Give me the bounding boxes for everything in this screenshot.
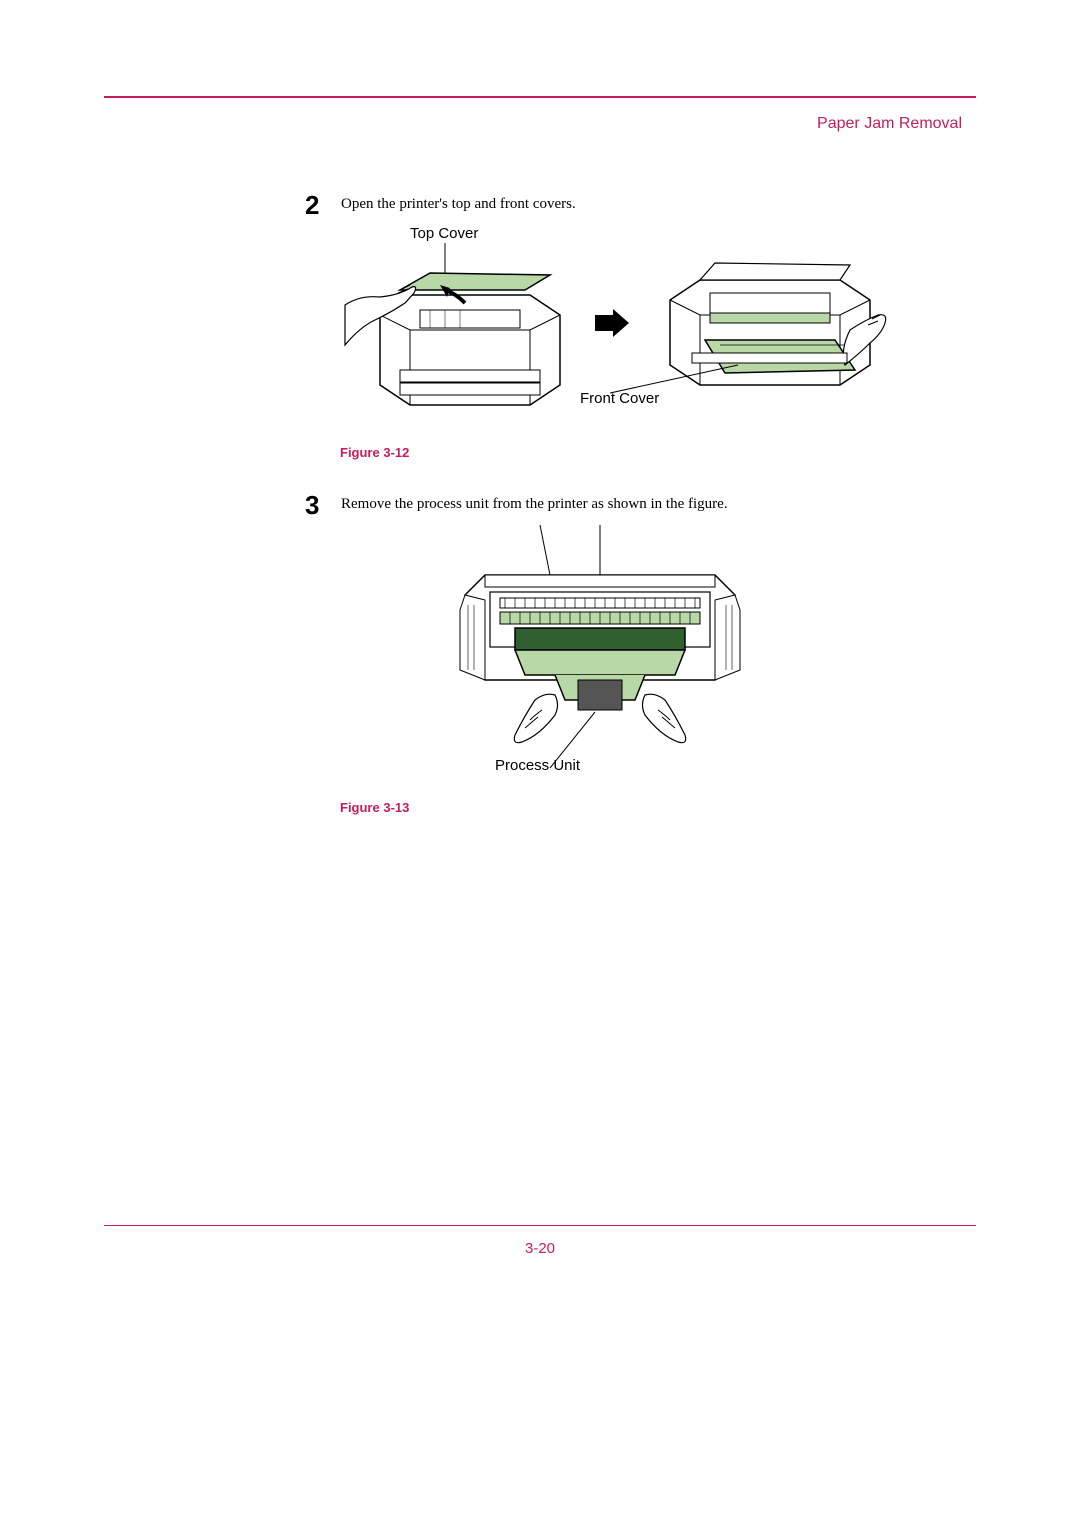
figure-3-12-container: Top Cover Front Cover xyxy=(340,225,900,460)
label-process-unit: Process Unit xyxy=(495,757,580,774)
figure-3-13-diagram: Process Unit xyxy=(340,520,900,780)
step-2: 2 Open the printer's top and front cover… xyxy=(305,190,576,221)
figure-3-13-container: Process Unit xyxy=(340,520,900,815)
step-3: 3 Remove the process unit from the print… xyxy=(305,490,728,521)
page-top-rule xyxy=(104,96,976,98)
label-front-cover: Front Cover xyxy=(580,390,659,407)
figure-3-13-caption: Figure 3-13 xyxy=(340,800,900,815)
step-text-3: Remove the process unit from the printer… xyxy=(341,490,728,513)
step-number-2: 2 xyxy=(305,190,325,221)
step-number-3: 3 xyxy=(305,490,325,521)
section-header: Paper Jam Removal xyxy=(817,115,962,133)
figure-3-12-caption: Figure 3-12 xyxy=(340,445,900,460)
step-text-2: Open the printer's top and front covers. xyxy=(341,190,576,213)
label-top-cover: Top Cover xyxy=(410,225,478,242)
page-number: 3-20 xyxy=(525,1240,555,1257)
figure-3-12-diagram: Top Cover Front Cover xyxy=(340,225,900,425)
page-bottom-rule xyxy=(104,1225,976,1226)
process-unit-illustration xyxy=(340,520,900,780)
